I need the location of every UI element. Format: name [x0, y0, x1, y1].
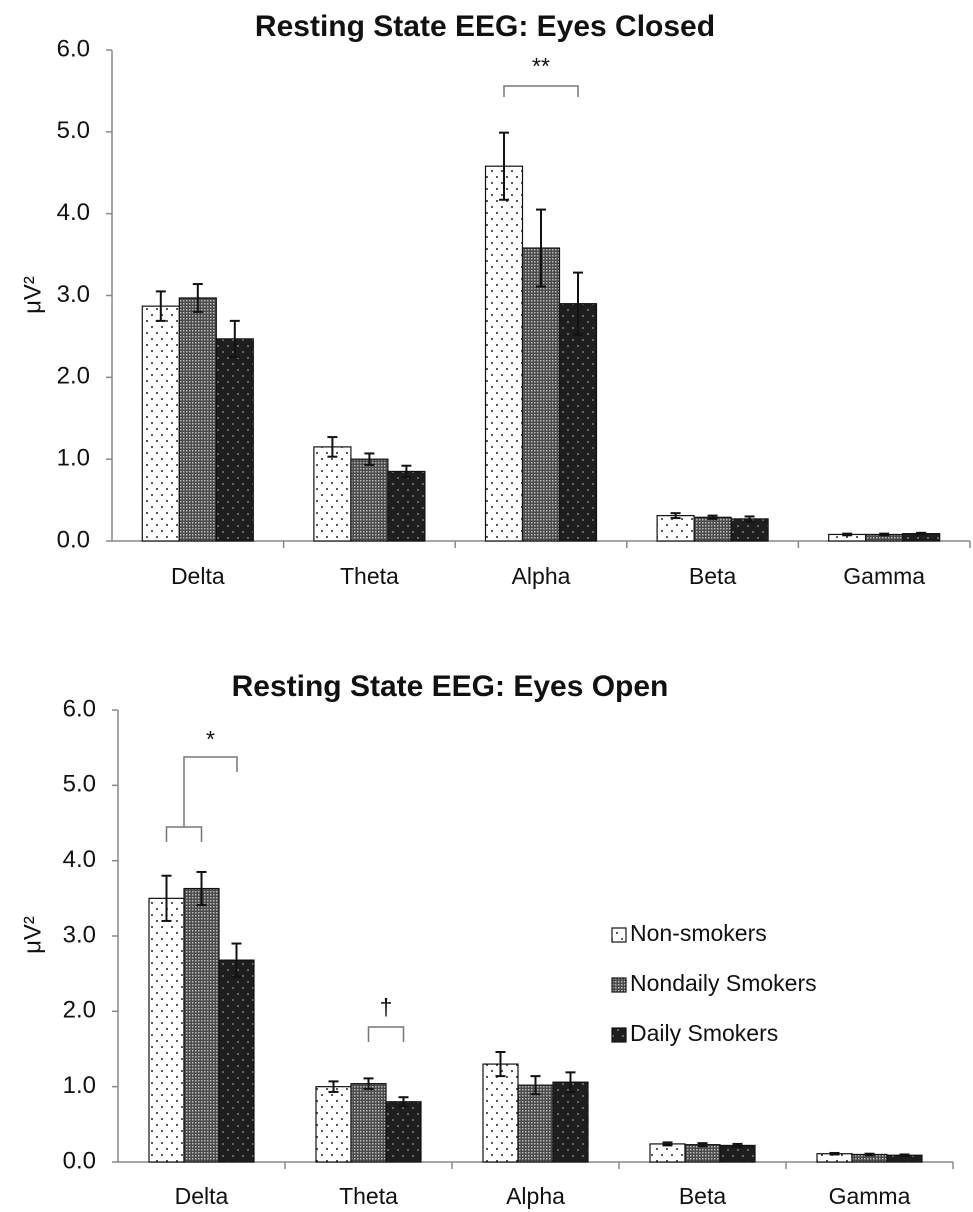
significance-bracket: [165, 826, 203, 842]
x-tick-label: Alpha: [506, 1183, 565, 1209]
y-tick-label: 2.0: [63, 997, 96, 1024]
y-axis-label: μV²: [19, 916, 46, 954]
significance-label: **: [532, 53, 550, 79]
bar: [350, 458, 389, 542]
bar: [693, 516, 732, 542]
x-tick-label: Theta: [339, 1183, 398, 1209]
bar: [183, 887, 220, 1163]
y-tick-label: 6.0: [57, 35, 90, 62]
legend-label: Daily Smokers: [630, 1020, 778, 1046]
bar: [215, 338, 254, 542]
significance-label: †: [380, 994, 393, 1020]
bar: [387, 470, 426, 542]
bar: [350, 1083, 387, 1163]
y-tick-label: 2.0: [57, 363, 90, 390]
y-tick-label: 0.0: [57, 526, 90, 553]
y-tick-label: 0.0: [63, 1147, 96, 1174]
bar: [482, 1063, 519, 1163]
significance-bracket: [183, 756, 238, 827]
y-tick-label: 5.0: [57, 117, 90, 144]
bar: [141, 305, 180, 542]
significance-bracket: [367, 1026, 405, 1042]
significance-bracket: [503, 85, 579, 97]
x-tick-label: Beta: [689, 563, 737, 589]
y-tick-label: 1.0: [63, 1072, 96, 1099]
bar: [178, 297, 217, 542]
bar: [517, 1084, 554, 1163]
bar: [148, 897, 185, 1163]
legend-swatch: [611, 1027, 627, 1043]
bar: [552, 1081, 589, 1163]
legend-label: Nondaily Smokers: [630, 970, 817, 996]
y-tick-label: 5.0: [63, 771, 96, 798]
bar: [218, 959, 255, 1163]
y-tick-label: 3.0: [57, 281, 90, 308]
x-tick-label: Gamma: [829, 1183, 911, 1209]
y-tick-label: 6.0: [63, 695, 96, 722]
chart-title: Resting State EEG: Eyes Open: [232, 670, 669, 703]
y-tick-label: 4.0: [57, 199, 90, 226]
bar: [558, 303, 598, 542]
bar: [484, 165, 524, 542]
y-tick-label: 4.0: [63, 846, 96, 873]
x-tick-label: Gamma: [843, 563, 925, 589]
legend-swatch: [611, 977, 627, 993]
bar: [649, 1143, 686, 1163]
bar: [684, 1144, 721, 1163]
y-tick-label: 1.0: [57, 445, 90, 472]
bar: [315, 1086, 352, 1163]
bar: [656, 515, 695, 542]
x-tick-label: Delta: [175, 1183, 229, 1209]
legend-label: Non-smokers: [630, 920, 767, 946]
significance-label: *: [206, 726, 215, 752]
x-tick-label: Beta: [679, 1183, 727, 1209]
bar: [385, 1101, 422, 1163]
legend-swatch: [611, 927, 627, 943]
x-tick-label: Alpha: [512, 563, 571, 589]
x-tick-label: Theta: [340, 563, 399, 589]
bar: [521, 247, 561, 542]
y-tick-label: 3.0: [63, 921, 96, 948]
bar: [313, 446, 352, 542]
y-axis-label: μV²: [19, 276, 46, 314]
x-tick-label: Delta: [171, 563, 225, 589]
chart-title: Resting State EEG: Eyes Closed: [255, 10, 715, 43]
